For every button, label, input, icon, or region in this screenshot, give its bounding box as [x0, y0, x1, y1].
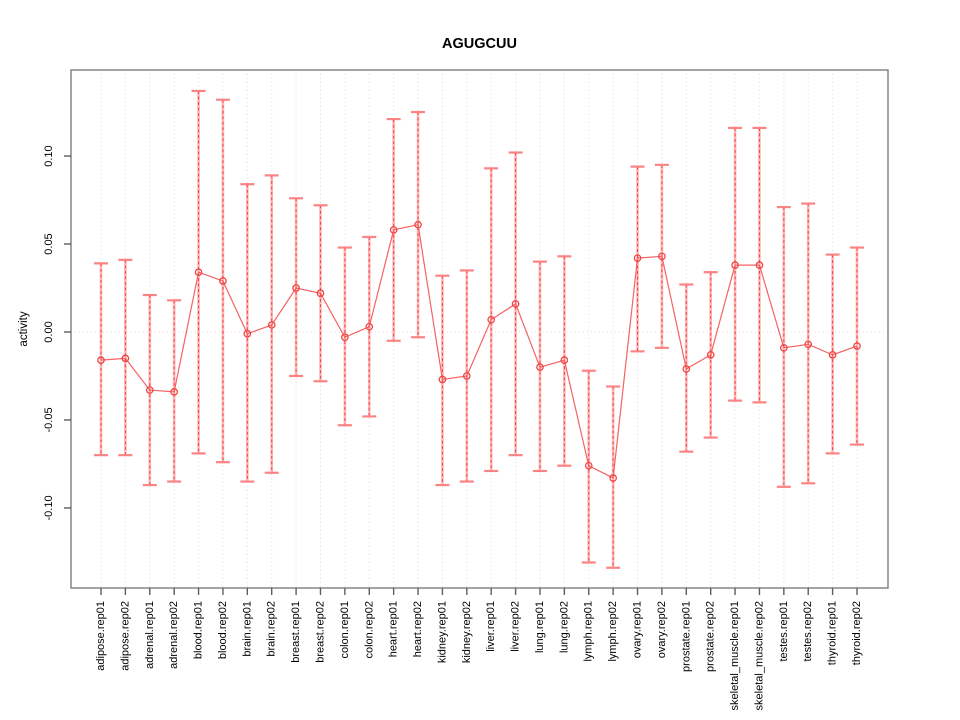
x-tick-label: breast.rep02: [314, 601, 326, 663]
data-point: [804, 340, 813, 349]
data-point: [609, 474, 617, 482]
chart-title: AGUGCUU: [442, 36, 517, 52]
series-line: [100, 223, 858, 479]
x-tick-label: ovary.rep02: [656, 601, 668, 658]
data-point: [511, 299, 520, 308]
data-point: [414, 220, 422, 229]
x-tick-label: adipose.rep01: [95, 601, 107, 671]
x-tick-label: testes.rep01: [778, 601, 790, 662]
y-tick-label: 0.10: [43, 145, 55, 166]
data-point: [731, 261, 739, 269]
x-tick-label: thyroid.rep01: [827, 601, 839, 665]
x-tick-label: skeletal_muscle.rep01: [729, 601, 741, 710]
data-point: [536, 363, 544, 372]
x-tick-label: prostate.rep01: [680, 601, 692, 672]
x-tick-label: lung.rep01: [534, 601, 546, 653]
x-tick-label: adrenal.rep02: [168, 601, 180, 669]
y-tick-label: 0.00: [43, 321, 55, 342]
x-tick-label: colon.rep01: [339, 601, 351, 659]
data-point: [389, 226, 398, 234]
data-point: [853, 342, 861, 350]
x-tick-label: heart.rep01: [388, 601, 400, 657]
y-axis-label: activity: [18, 311, 30, 346]
data-point: [584, 461, 593, 470]
x-tick-label: kidney.rep02: [461, 601, 473, 663]
data-point: [341, 333, 349, 342]
plot-box: [70, 69, 889, 589]
x-tick-label: colon.rep02: [363, 601, 375, 659]
x-tick-label: liver.rep02: [510, 601, 522, 652]
data-point: [243, 329, 252, 338]
x-tick-label: brain.rep01: [241, 601, 253, 657]
x-tick-label: blood.rep01: [193, 601, 205, 659]
data-point: [462, 372, 471, 380]
x-tick-label: liver.rep01: [485, 601, 497, 652]
x-tick-label: lymph.rep01: [583, 601, 595, 662]
data-point: [145, 386, 154, 394]
x-tick-label: skeletal_muscle.rep02: [753, 601, 765, 710]
data-point: [219, 277, 227, 285]
x-tick-label: lung.rep02: [558, 601, 570, 653]
x-tick-label: thyroid.rep02: [851, 601, 863, 665]
data-point: [682, 365, 691, 373]
data-point: [316, 289, 325, 298]
x-tick-label: testes.rep02: [802, 601, 814, 662]
data-point: [779, 343, 788, 352]
data-point: [706, 351, 715, 359]
data-point: [292, 284, 300, 292]
data-point: [755, 261, 764, 269]
chart-render-layer: 0.10 0.05 0.00 -0.05 -0.10 adipose.rep01 adipo…: [43, 69, 889, 710]
data-point: [438, 375, 447, 384]
x-tick-label: prostate.rep02: [705, 601, 717, 672]
data-point: [121, 354, 130, 363]
x-tick-label: adrenal.rep01: [144, 601, 156, 669]
data-point: [267, 321, 276, 329]
data-point: [828, 351, 837, 359]
data-point: [97, 356, 105, 364]
x-tick-label: ovary.rep01: [632, 601, 644, 658]
data-point: [194, 268, 203, 277]
x-tick-label: adipose.rep02: [119, 601, 131, 671]
data-point: [633, 254, 642, 262]
x-tick-label: breast.rep01: [290, 601, 302, 663]
x-tick-label: blood.rep02: [217, 601, 229, 659]
data-point: [658, 252, 666, 261]
data-point: [487, 315, 496, 324]
y-tick-label: -0.05: [43, 407, 55, 432]
y-tick-label: -0.10: [43, 495, 55, 520]
data-point: [560, 356, 569, 364]
x-tick-label: kidney.rep01: [436, 601, 448, 663]
x-tick-label: heart.rep02: [412, 601, 424, 657]
data-point: [170, 387, 179, 396]
x-tick-label: brain.rep02: [266, 601, 278, 657]
data-point: [365, 322, 374, 331]
y-tick-label: 0.05: [43, 233, 55, 254]
x-tick-label: lymph.rep02: [607, 601, 619, 662]
